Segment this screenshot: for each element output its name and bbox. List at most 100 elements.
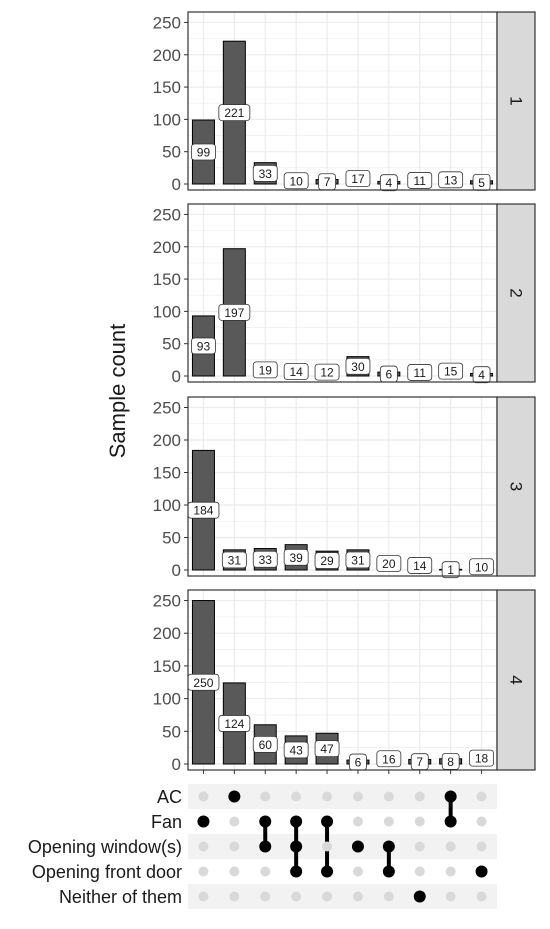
bar-value-label: 6 (386, 368, 393, 382)
bar-value-label-box (441, 561, 460, 579)
matrix-dot-active (321, 865, 334, 878)
matrix-dot-inactive (476, 891, 487, 902)
matrix-dot-inactive (260, 891, 271, 902)
y-tick-label: 50 (162, 143, 181, 162)
bar-value-label: 20 (382, 557, 396, 571)
matrix-dot-active (444, 790, 457, 803)
matrix-dot-inactive (229, 866, 240, 877)
bar-value-label: 5 (478, 176, 485, 190)
bar-value-label-box (438, 362, 464, 380)
matrix-dot-active (382, 840, 395, 853)
bar-value-label: 14 (289, 365, 303, 379)
bar-value-label-box (191, 337, 216, 355)
bar-value-label: 93 (197, 339, 211, 353)
bar-value-label-box (376, 750, 402, 768)
matrix-dot-inactive (445, 866, 456, 877)
bar-value-label-box (252, 164, 278, 182)
y-tick-label: 200 (153, 46, 181, 65)
matrix-dot-inactive (414, 816, 425, 827)
bar-value-label: 16 (382, 752, 396, 766)
facet-strip-label: 4 (507, 675, 526, 684)
matrix-dot-active (259, 815, 272, 828)
y-tick-label: 250 (153, 399, 181, 418)
bar-value-label-box (314, 363, 340, 381)
matrix-dot-inactive (198, 866, 209, 877)
set-label: Neither of them (59, 887, 182, 907)
matrix-dot-inactive (229, 841, 240, 852)
matrix-dot-inactive (383, 891, 394, 902)
y-tick-label: 100 (153, 110, 181, 129)
bar-value-label: 12 (320, 366, 334, 380)
bar-value-label: 99 (197, 146, 211, 160)
y-tick-label: 0 (172, 755, 181, 774)
matrix-dot-inactive (322, 791, 333, 802)
facet-strip-label: 2 (507, 288, 526, 297)
matrix-dot-active (321, 815, 334, 828)
bar-value-label: 11 (414, 174, 427, 188)
y-tick-label: 50 (162, 335, 181, 354)
matrix-dot-inactive (445, 841, 456, 852)
bar-value-label-box (191, 143, 216, 161)
bar-value-label: 31 (351, 553, 365, 567)
bar-value-label: 18 (475, 752, 489, 766)
matrix-dot-active (351, 840, 364, 853)
matrix-dot-inactive (383, 816, 394, 827)
bar-value-label: 221 (224, 106, 244, 120)
bar-value-label-box (283, 741, 309, 759)
y-tick-label: 0 (172, 175, 181, 194)
bar-value-label-box (283, 363, 309, 380)
bar-value-label: 14 (413, 559, 427, 573)
bar-value-label: 197 (224, 306, 244, 320)
matrix-dot-active (475, 865, 488, 878)
bar-value-label-box (252, 361, 278, 379)
matrix-dot-active (413, 890, 426, 903)
bar-value-label: 1 (447, 563, 454, 577)
y-tick-label: 0 (172, 367, 181, 386)
bar-value-label: 4 (478, 368, 485, 382)
y-tick-label: 150 (153, 270, 181, 289)
matrix-dot-active (290, 840, 303, 853)
y-tick-label: 250 (153, 13, 181, 32)
bar-value-label-box (407, 172, 433, 189)
matrix-dot-inactive (198, 791, 209, 802)
bar-value-label-box (221, 551, 247, 569)
bar-value-label-box (472, 366, 491, 384)
facet-panel-2: 0 50 100 150 200 250 93 197 19 14 12 30 6 11 15 4 2 (153, 203, 536, 386)
bar-value-label: 7 (416, 755, 423, 769)
y-tick-label: 50 (162, 529, 181, 548)
bar-value-label: 10 (475, 560, 489, 574)
bar-value-label: 6 (355, 756, 362, 770)
bar-value-label: 39 (289, 551, 303, 565)
matrix-dot-active (290, 815, 303, 828)
matrix-dot-inactive (414, 791, 425, 802)
y-tick-label: 100 (153, 302, 181, 321)
matrix-row-band (188, 834, 497, 859)
matrix-dot-active (444, 815, 457, 828)
bar-value-label-box (314, 552, 340, 569)
bar-value-label: 250 (193, 676, 213, 690)
bar-value-label-box (283, 548, 309, 566)
bar-value-label: 13 (444, 173, 458, 187)
y-tick-label: 150 (153, 657, 181, 676)
matrix-dot-inactive (352, 891, 363, 902)
y-tick-label: 250 (153, 592, 181, 611)
panel-background (188, 397, 497, 576)
matrix-dot-active (197, 815, 210, 828)
bar-value-label: 124 (224, 717, 244, 731)
bar-value-label-box (345, 170, 371, 187)
bar-value-label: 8 (447, 755, 454, 769)
facet-strip (496, 203, 536, 383)
matrix-dot-inactive (260, 866, 271, 877)
bar-value-label-box (345, 551, 371, 569)
bar-value-label-box (407, 557, 433, 574)
y-tick-label: 100 (153, 690, 181, 709)
matrix-dot-inactive (291, 791, 302, 802)
set-label: AC (157, 787, 182, 807)
matrix-dot-inactive (291, 891, 302, 902)
bar-value-label: 33 (259, 167, 273, 181)
y-tick-label: 100 (153, 496, 181, 515)
y-tick-label: 200 (153, 431, 181, 450)
facet-strip-label: 1 (507, 96, 526, 105)
bar-value-label-box (441, 752, 460, 770)
y-tick-label: 250 (153, 205, 181, 224)
